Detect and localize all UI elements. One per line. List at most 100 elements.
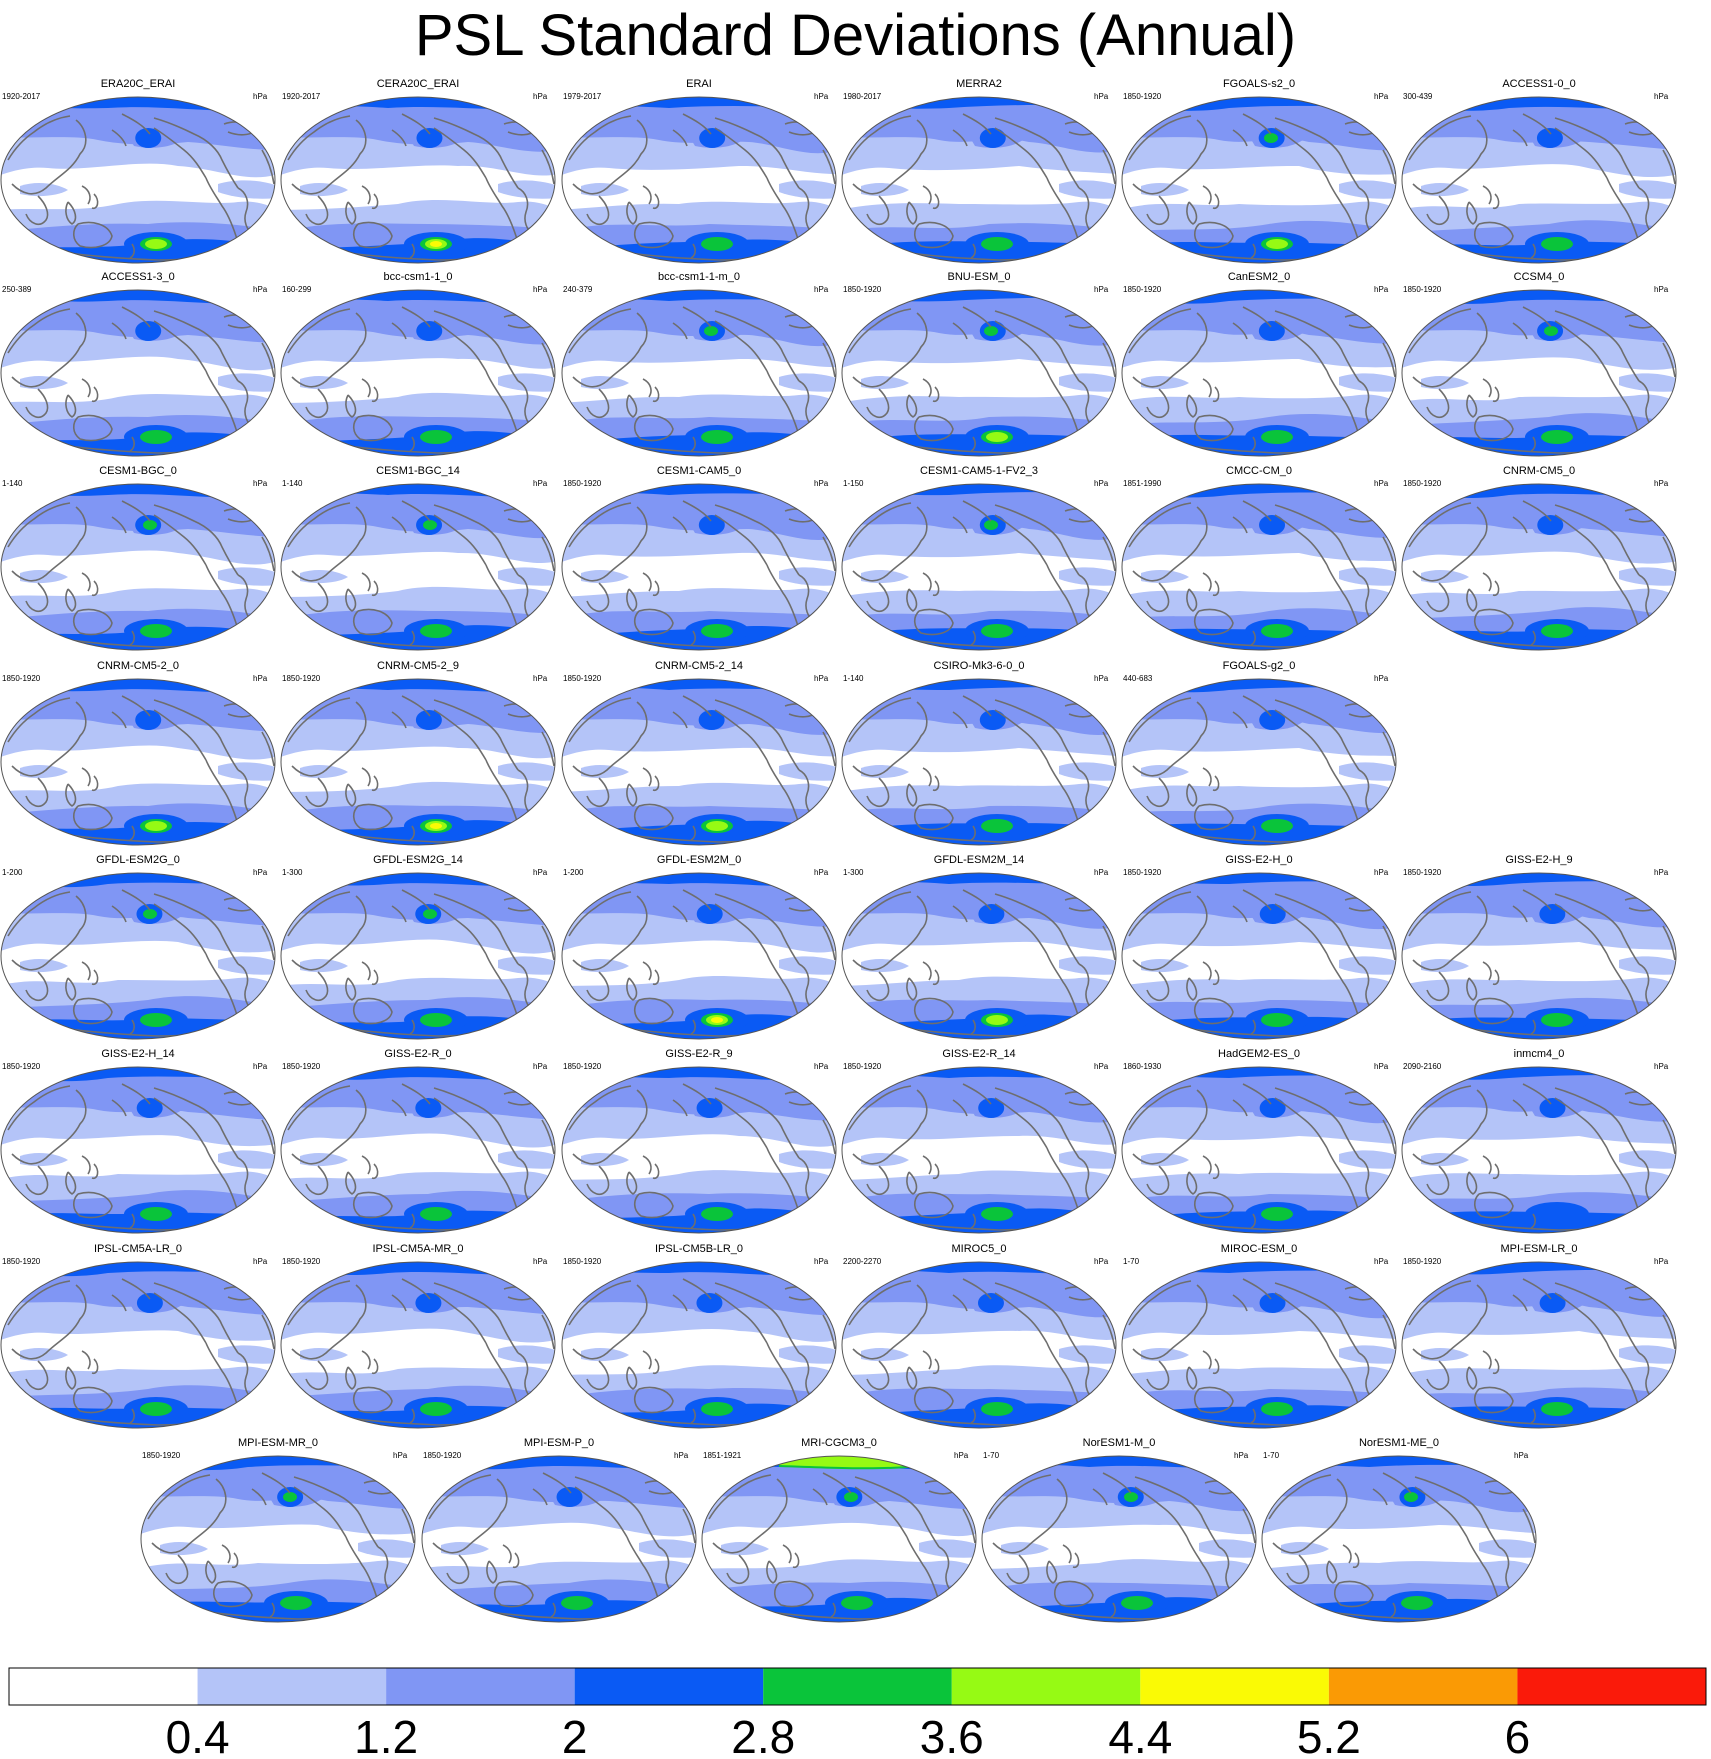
contour-max-2.8 <box>140 430 172 444</box>
coastline <box>906 588 918 612</box>
coastline <box>714 709 768 761</box>
coastline <box>550 1602 556 1618</box>
coastline <box>305 777 329 808</box>
coastline <box>992 1478 1068 1554</box>
panel-years: 2200-2270 <box>843 1257 882 1266</box>
map-panel: IPSL-CM5A-LR_0 1850-1920 hPa <box>0 1243 276 1429</box>
coastline <box>1382 1472 1412 1494</box>
coastline <box>401 306 431 328</box>
coastline <box>824 801 832 833</box>
coastline <box>1662 925 1676 961</box>
coastline <box>922 961 932 981</box>
panel-years: 1-200 <box>563 868 584 877</box>
coastline <box>1193 1191 1234 1219</box>
panel-years: 1850-1920 <box>282 674 321 683</box>
coastline <box>1664 995 1672 1027</box>
coastline <box>906 201 918 225</box>
coastline <box>261 731 275 767</box>
contour-aleutian-core <box>984 520 998 530</box>
coastline <box>391 516 407 534</box>
coastline <box>1186 977 1198 1001</box>
map-panel: CESM1-CAM5_0 1850-1920 hPa <box>561 465 837 651</box>
contour-max-2.8 <box>981 1402 1013 1416</box>
globe-outline <box>1121 678 1397 846</box>
coastline <box>822 731 836 767</box>
coastline <box>121 889 151 911</box>
coastline <box>129 630 135 646</box>
coastline <box>287 697 351 743</box>
contour-0.4-1.2 <box>779 1150 836 1169</box>
coastline <box>261 342 275 378</box>
panel-years: 1920-2017 <box>282 92 321 101</box>
coastline <box>812 1488 828 1506</box>
map-panel: GFDL-ESM2M_14 1-300 hPa <box>841 854 1117 1040</box>
coastline <box>287 891 351 937</box>
colorbar-swatch <box>386 1668 575 1705</box>
coastline <box>361 961 371 981</box>
coastline <box>714 893 800 965</box>
panel-unit: hPa <box>1374 868 1389 877</box>
coastline <box>922 1350 932 1370</box>
coastline <box>714 1087 800 1159</box>
coastline <box>1232 129 1248 147</box>
map-panel: inmcm4_0 2090-2160 hPa <box>1401 1048 1677 1234</box>
coastline <box>1372 1488 1388 1506</box>
coastline <box>1492 1358 1500 1375</box>
panel-unit: hPa <box>814 674 829 683</box>
coastline <box>391 905 407 923</box>
contour-2-2.8 <box>699 128 726 148</box>
coastline <box>672 516 688 534</box>
contour-2-2.8 <box>415 710 442 730</box>
coastline <box>502 1544 512 1564</box>
map-panel: CERA20C_ERAI 1920-2017 hPa <box>280 78 556 264</box>
coastline <box>1384 412 1392 444</box>
panel-title: CNRM-CM5-2_14 <box>655 660 743 672</box>
coastline <box>1006 1554 1030 1585</box>
panel-title: inmcm4_0 <box>1514 1048 1565 1060</box>
coastline <box>111 322 127 340</box>
panel-unit: hPa <box>253 479 268 488</box>
coastline <box>361 572 371 592</box>
globe-outline <box>561 483 837 651</box>
contour-0.4-1.2 <box>1619 373 1676 392</box>
panel-unit: hPa <box>1094 868 1109 877</box>
panel-title: CESM1-BGC_14 <box>376 465 460 477</box>
coastline <box>263 606 271 638</box>
contour-0.4-1.2 <box>1059 373 1116 392</box>
coastline <box>91 775 99 792</box>
contour-2-2.8 <box>842 873 1116 885</box>
panel-title: BNU-ESM_0 <box>948 271 1011 283</box>
map-panel: BNU-ESM_0 1850-1920 hPa <box>841 271 1117 457</box>
coastline <box>121 113 151 135</box>
colorbar-swatch <box>9 1668 198 1705</box>
coastline <box>1212 775 1220 792</box>
coastline <box>291 1089 367 1165</box>
contour-2-2.8 <box>1539 904 1566 924</box>
panel-unit: hPa <box>1094 674 1109 683</box>
coastline <box>572 895 648 971</box>
coastline <box>970 1019 976 1035</box>
coastline <box>91 1358 99 1375</box>
contour-2-2.8 <box>416 128 443 148</box>
coastline <box>1242 695 1272 717</box>
panel-years: 2090-2160 <box>1403 1062 1442 1071</box>
map-panel: ACCESS1-0_0 300-439 hPa <box>1401 78 1677 264</box>
coastline <box>7 1280 71 1326</box>
coastline <box>1274 310 1360 382</box>
coastline <box>1512 322 1528 340</box>
map-panel: ERAI 1979-2017 hPa <box>561 78 837 264</box>
coastline <box>291 119 367 195</box>
coastline <box>1242 1508 1256 1544</box>
coastline <box>1382 536 1396 572</box>
contour-2-2.8 <box>1539 1098 1566 1118</box>
coastline <box>1333 1580 1374 1608</box>
coastline <box>1104 1384 1112 1416</box>
panel-years: 250-389 <box>2 285 32 294</box>
coastline <box>291 312 367 388</box>
panel-years: 1850-1920 <box>563 674 602 683</box>
coastline <box>1414 1486 1468 1538</box>
contour-0.4-1.2 <box>218 956 275 975</box>
panel-unit: hPa <box>253 92 268 101</box>
coastline <box>1554 893 1640 965</box>
coastline <box>1426 1165 1450 1196</box>
